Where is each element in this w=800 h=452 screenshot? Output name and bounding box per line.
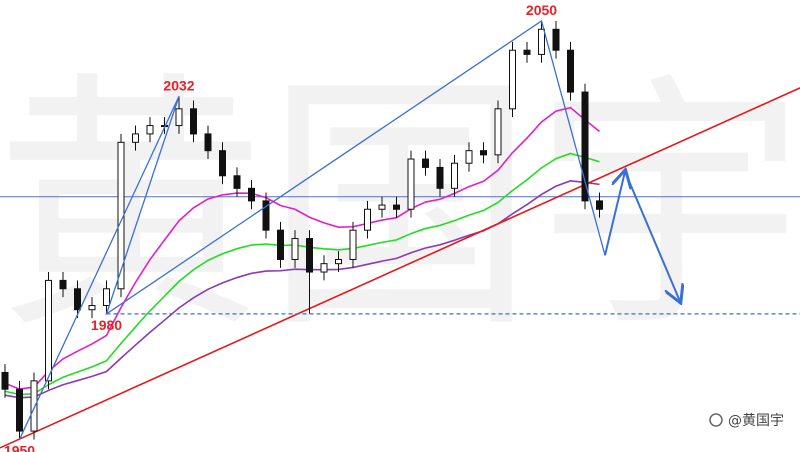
candle-body	[190, 108, 197, 135]
candle-body	[552, 28, 560, 51]
moving-average	[4, 106, 601, 390]
candle-body	[378, 204, 386, 210]
candle-body	[88, 305, 96, 311]
candle-body	[233, 175, 241, 189]
candle-body	[219, 150, 226, 177]
credit: @黄国宇	[709, 412, 784, 429]
price-label: 1950	[4, 442, 35, 452]
candle-body	[436, 166, 444, 189]
moving-average	[4, 152, 600, 396]
candle-body	[1, 371, 9, 390]
candle-body	[103, 288, 110, 307]
candle-body	[306, 238, 313, 273]
candle-body	[132, 133, 139, 143]
credit-icon	[709, 413, 723, 427]
price-label: 2050	[526, 2, 557, 18]
candle-body	[451, 162, 458, 189]
candle-body	[581, 91, 589, 202]
candle-body	[480, 150, 487, 156]
candle-body	[45, 279, 52, 382]
candle-body	[59, 279, 67, 290]
candle-body	[523, 49, 531, 55]
candle-body	[509, 49, 516, 110]
candle-body	[146, 125, 154, 135]
candle-body	[596, 200, 603, 210]
candle-body	[277, 229, 284, 260]
candle-body	[335, 258, 342, 265]
candle-body	[30, 380, 38, 432]
candle-body	[407, 158, 415, 210]
credit-text: @黄国宇	[728, 412, 784, 429]
candle-body	[74, 288, 81, 311]
trendline	[0, 87, 800, 449]
candle-body	[494, 108, 502, 156]
candle-body	[349, 229, 357, 260]
price-label: 2032	[163, 77, 194, 93]
candle-body	[175, 108, 183, 127]
candle-body	[16, 388, 23, 432]
candle-body	[291, 238, 299, 260]
candle-body	[364, 208, 371, 231]
candle-body	[393, 204, 400, 210]
candle-body	[465, 150, 473, 164]
forecast-arrow	[604, 172, 625, 256]
price-label: 1980	[91, 317, 122, 333]
candle-body	[320, 263, 328, 273]
candle-body	[422, 158, 429, 168]
candle-body	[248, 187, 255, 202]
candle-body	[538, 28, 545, 55]
forecast-arrow	[624, 171, 680, 302]
candle-body	[204, 133, 212, 152]
candle-body	[262, 200, 270, 231]
candle-body	[567, 49, 574, 93]
